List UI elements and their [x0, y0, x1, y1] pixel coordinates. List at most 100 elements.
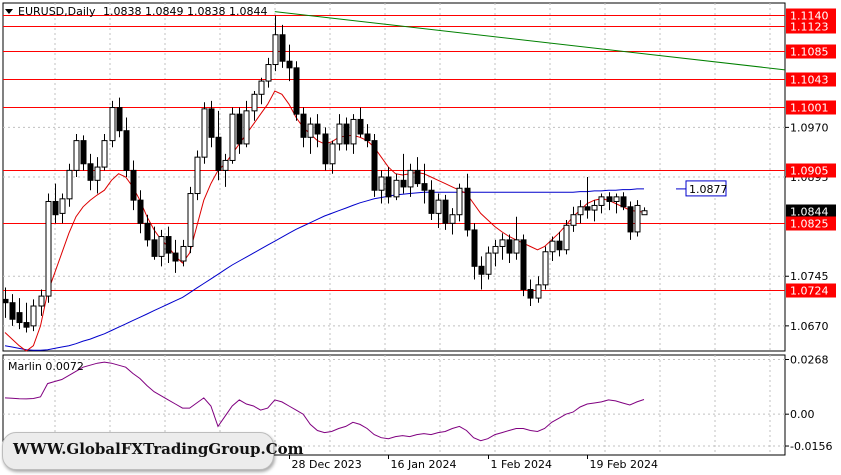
candle: [485, 246, 492, 280]
candle: [407, 163, 414, 197]
candle: [442, 194, 449, 230]
candle: [300, 107, 307, 148]
watermark-badge: WWW.GlobalFXTradingGroup.Com: [2, 432, 304, 470]
candle-body-bear: [215, 136, 222, 171]
current-price-label: 1.0844: [790, 206, 829, 219]
level-price-label: 1.1123: [790, 21, 829, 34]
candle-body-bull: [598, 196, 605, 206]
candle: [116, 97, 123, 138]
candle-body-bull: [158, 236, 165, 257]
candle-body-bear: [584, 206, 591, 211]
candle: [201, 102, 208, 164]
candle-body-bear: [293, 67, 300, 115]
candle-body-bull: [194, 156, 201, 195]
price-tick-label: 1.0670: [790, 320, 829, 333]
candle-body-bull: [45, 200, 52, 297]
osc-tick-label: 0.0268: [790, 353, 829, 366]
symbol-label: EURUSD,Daily: [18, 5, 96, 18]
candle-body-bull: [456, 187, 463, 216]
candle: [314, 114, 321, 148]
candle-body-bear: [620, 196, 627, 208]
date-tick-label: 16 Jan 2024: [391, 458, 457, 471]
candle: [336, 114, 343, 151]
candle-body-bear: [385, 176, 392, 198]
candle: [329, 140, 336, 174]
candle: [627, 201, 634, 240]
menu-arrow-icon[interactable]: [5, 9, 13, 14]
candle-body-bull: [535, 284, 542, 299]
candle: [535, 276, 542, 303]
candle-body-bull: [201, 108, 208, 158]
level-price-tag: [786, 216, 836, 231]
candle-body-bull: [350, 118, 357, 145]
price-tick-label: 1.0970: [790, 121, 829, 134]
candle-body-bull: [187, 193, 194, 247]
candle-body-bear: [9, 302, 16, 320]
candle-body-bear: [371, 140, 378, 191]
osc-tick-label: -0.0156: [790, 440, 832, 453]
candle: [38, 289, 45, 316]
level-price-label: 1.0724: [790, 285, 829, 298]
watermark-text: WWW.GlobalFXTradingGroup.Com: [13, 440, 304, 458]
candle-body-bull: [591, 204, 598, 211]
candle: [251, 90, 258, 121]
candle: [570, 206, 577, 232]
candle-body-bull: [243, 110, 250, 145]
candle: [2, 287, 9, 318]
candle-body-bull: [577, 206, 584, 216]
candle: [471, 223, 478, 280]
candle-body-bear: [130, 169, 137, 201]
candle-body-bull: [307, 123, 314, 138]
candle-body-bull: [59, 198, 66, 214]
candle-body-bull: [38, 295, 45, 307]
candle-body-bear: [343, 123, 350, 145]
candle: [165, 226, 172, 264]
candle-body-bull: [449, 214, 456, 224]
candle: [80, 135, 87, 171]
level-price-label: 1.1001: [790, 102, 829, 115]
candle: [151, 226, 158, 260]
candle-body-bull: [73, 140, 80, 171]
candle-body-bull: [499, 239, 506, 247]
candle: [478, 256, 485, 290]
candle-body-bear: [208, 108, 215, 138]
candle: [464, 173, 471, 237]
candle: [272, 15, 279, 72]
candle: [215, 110, 222, 181]
candle: [158, 229, 165, 267]
candle: [279, 24, 286, 68]
candle-body-bear: [23, 322, 30, 328]
candle: [350, 114, 357, 154]
candle-body-bull: [641, 210, 648, 216]
level-price-label: 1.1085: [790, 46, 829, 59]
candle: [613, 193, 620, 214]
candle-body-bear: [627, 206, 634, 233]
candle: [641, 207, 648, 216]
candle: [87, 153, 94, 191]
candle: [591, 200, 598, 222]
candle-body-bear: [314, 123, 321, 135]
candle-body-bull: [393, 179, 400, 198]
candle: [584, 177, 591, 219]
candle-body-bull: [66, 169, 73, 200]
candle-body-bull: [513, 239, 520, 254]
candle: [94, 157, 101, 194]
date-tick-label: 1 Feb 2024: [491, 458, 552, 471]
candle: [378, 170, 385, 204]
candle: [258, 77, 265, 105]
candle: [393, 173, 400, 201]
candle: [414, 157, 421, 187]
candle: [286, 44, 293, 82]
current-price-tag: [786, 204, 836, 219]
candle-body-bull: [222, 159, 229, 171]
candle-body-bull: [265, 64, 272, 82]
candle-body-bear: [52, 200, 59, 216]
candle-body-bull: [570, 214, 577, 226]
level-price-label: 1.1140: [790, 10, 829, 23]
candle-body-bear: [364, 133, 371, 142]
candle: [542, 246, 549, 290]
candle-body-bear: [322, 133, 329, 165]
candle: [59, 193, 66, 224]
